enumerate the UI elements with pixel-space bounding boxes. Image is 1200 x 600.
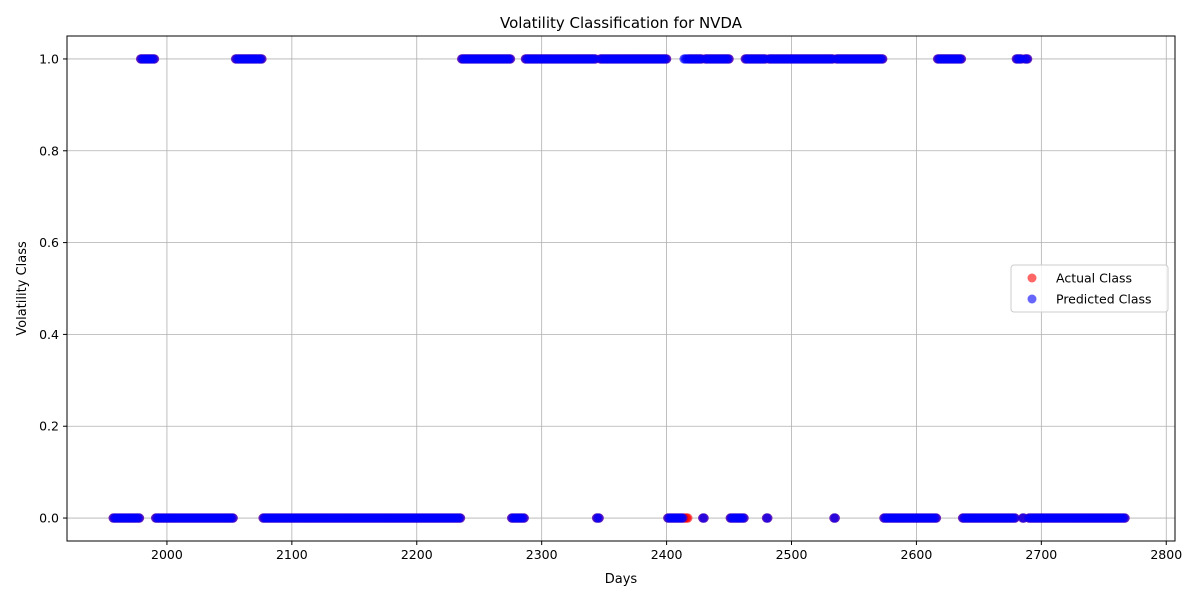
- data-point: [678, 513, 688, 523]
- data-point: [830, 513, 840, 523]
- data-point: [257, 54, 267, 64]
- x-tick-label: 2000: [151, 547, 183, 562]
- data-point: [455, 513, 466, 523]
- x-tick-label: 2600: [901, 547, 933, 562]
- x-tick-label: 2500: [776, 547, 808, 562]
- x-tick-label: 2700: [1025, 547, 1057, 562]
- data-point: [724, 54, 734, 64]
- data-point: [519, 513, 529, 523]
- x-tick-label: 2400: [651, 547, 683, 562]
- data-point: [877, 54, 888, 64]
- y-tick-label: 0.6: [39, 235, 59, 250]
- x-tick-label: 2200: [401, 547, 433, 562]
- y-tick-label: 1.0: [39, 51, 59, 66]
- data-point: [931, 513, 942, 523]
- grid: [67, 36, 1175, 541]
- y-tick-label: 0.8: [39, 143, 59, 158]
- series-actual-class: [108, 54, 1130, 523]
- data-point: [149, 54, 160, 64]
- x-tick-label: 2300: [526, 547, 558, 562]
- legend-marker-actual: [1027, 273, 1037, 283]
- data-point: [739, 513, 749, 523]
- legend: Actual Class Predicted Class: [1010, 264, 1169, 313]
- data-point: [594, 513, 604, 523]
- data-point: [228, 513, 238, 523]
- legend-marker-predicted: [1027, 294, 1037, 304]
- data-point: [505, 54, 516, 64]
- data-point: [1120, 513, 1130, 523]
- data-point: [956, 54, 967, 64]
- legend-label-predicted: Predicted Class: [1056, 292, 1152, 307]
- plot-frame: [66, 35, 1176, 542]
- data-point: [134, 513, 145, 523]
- series-predicted-class: [108, 54, 1130, 523]
- x-tick-label: 2800: [1150, 547, 1182, 562]
- x-tick-label: 2100: [276, 547, 308, 562]
- chart-title: Volatility Classification for NVDA: [500, 14, 743, 32]
- data-point: [763, 513, 773, 523]
- legend-box: [1010, 264, 1169, 313]
- data-point: [699, 513, 709, 523]
- data-point: [1022, 54, 1033, 64]
- y-tick-label: 0.4: [39, 327, 59, 342]
- y-tick-label: 0.2: [39, 419, 59, 434]
- y-tick-label: 0.0: [39, 511, 59, 526]
- data-point: [661, 54, 672, 64]
- y-axis-label: Volatility Class: [15, 241, 30, 336]
- data-points: [108, 54, 1130, 523]
- x-axis-ticks: 2000 2100 2200 2300 2400 2500 2600 2700 2800: [151, 541, 1182, 562]
- y-axis-ticks: 0.0 0.2 0.4 0.6 0.8 1.0: [39, 51, 67, 526]
- x-axis-label: Days: [605, 572, 638, 587]
- legend-label-actual: Actual Class: [1056, 271, 1132, 286]
